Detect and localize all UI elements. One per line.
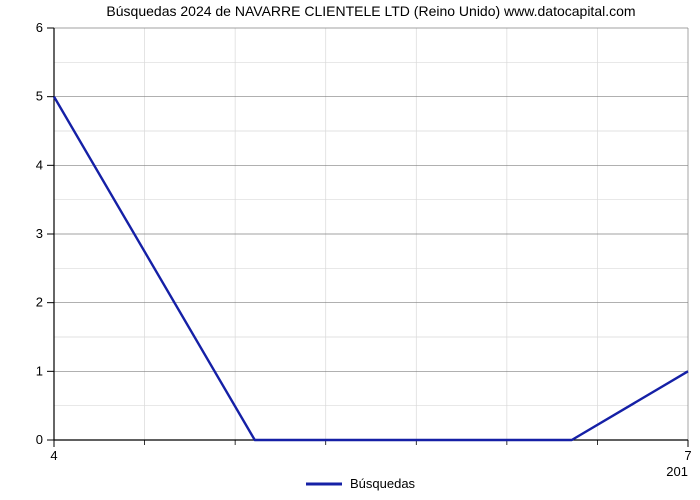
y-tick-label: 1	[36, 363, 43, 378]
y-tick-label: 4	[36, 157, 43, 172]
x-label-left: 4	[50, 448, 57, 463]
y-tick-label: 2	[36, 295, 43, 310]
line-chart: 0 1 2 3 4 5 6 4 7201 Búsquedas 2024 de NAVARRE CL…	[0, 0, 700, 500]
y-tick-label: 5	[36, 89, 43, 104]
y-tick-label: 0	[36, 432, 43, 447]
y-tick-label: 6	[36, 20, 43, 35]
chart-title: Búsquedas 2024 de NAVARRE CLIENTELE LTD …	[106, 3, 635, 19]
y-tick-label: 3	[36, 226, 43, 241]
x-label-right: 7	[684, 448, 691, 463]
x-note-right: 201	[666, 464, 688, 479]
legend-label: Búsquedas	[350, 476, 416, 491]
chart-container: 0 1 2 3 4 5 6 4 7201 Búsquedas 2024 de NAVARRE CL…	[0, 0, 700, 500]
